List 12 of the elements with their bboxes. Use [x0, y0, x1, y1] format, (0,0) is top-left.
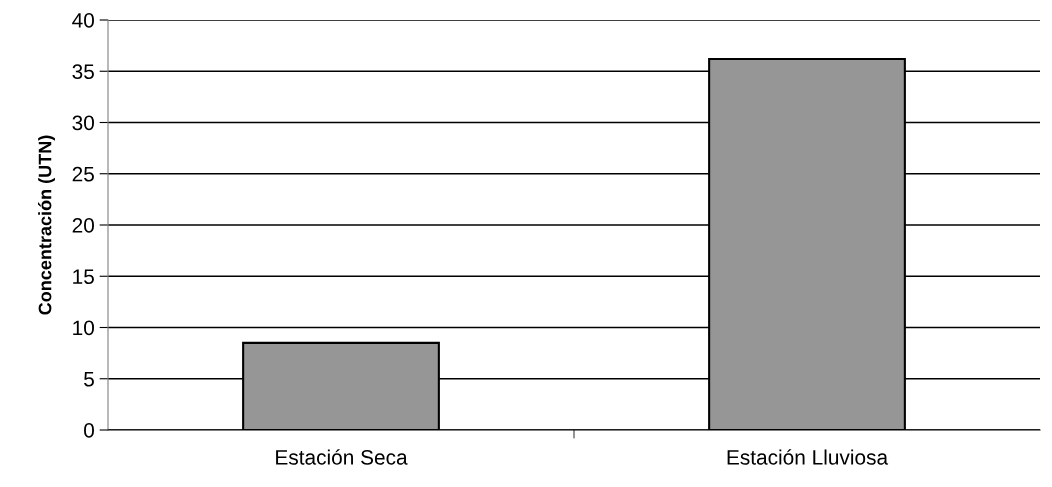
- x-tick-label: Estación Lluviosa: [727, 449, 889, 465]
- y-tick-label: 10: [73, 320, 94, 336]
- y-tick-label: 30: [72, 115, 94, 131]
- y-tick-label: 5: [84, 371, 94, 387]
- y-axis-title: Concentración (UTN): [37, 135, 55, 315]
- y-tick-label: 15: [73, 269, 94, 284]
- y-tick-label: 35: [72, 64, 94, 79]
- y-tick-label: 25: [72, 166, 94, 182]
- y-tick-label: 40: [72, 13, 94, 28]
- y-tick-label: 0: [84, 423, 94, 438]
- y-tick-label: 20: [72, 218, 94, 233]
- x-tick-label: Estación Seca: [276, 449, 408, 465]
